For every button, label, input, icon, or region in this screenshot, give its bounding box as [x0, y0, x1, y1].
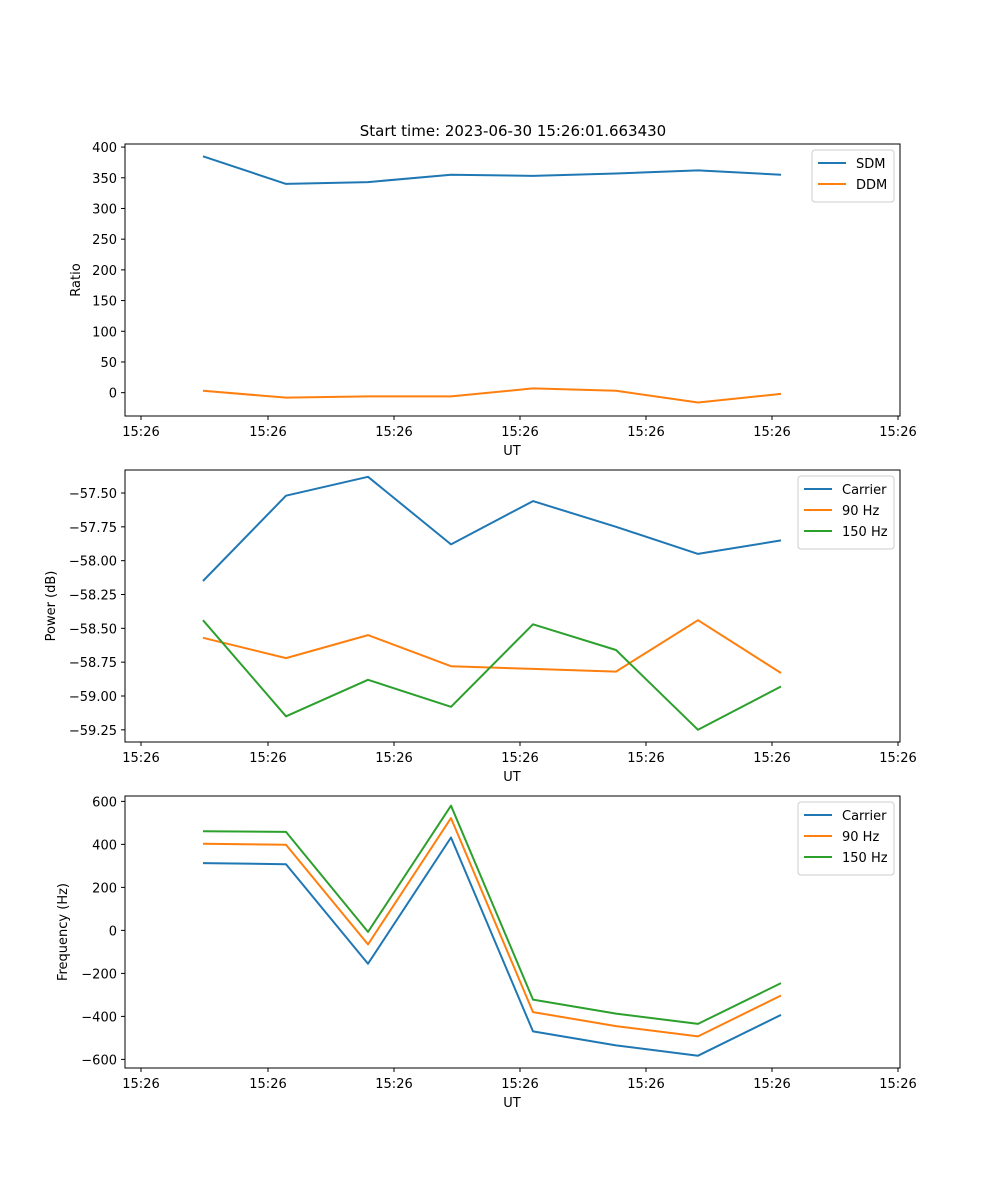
panel-3: 15:26 15:26 15:26 15:26 15:26 15:26 15:26 UT −60… — [56, 795, 917, 1111]
y-tick-label: 400 — [92, 141, 117, 156]
legend-label: SDM — [856, 157, 885, 172]
series-line-90-hz — [202, 619, 782, 674]
y-tick-label: 600 — [92, 795, 117, 810]
x-tick-label: 15:26 — [375, 425, 412, 440]
y-tick-label: 50 — [100, 356, 117, 371]
axes-frame — [124, 795, 901, 1069]
axes-frame — [124, 469, 901, 743]
legend: SDM DDM — [811, 149, 895, 203]
y-tick-label: 250 — [92, 233, 117, 248]
legend: Carrier 90 Hz 150 Hz — [797, 801, 895, 876]
x-tick-label: 15:26 — [627, 1077, 664, 1092]
x-tick-label: 15:26 — [249, 425, 286, 440]
y-tick-label: −58.25 — [69, 588, 117, 603]
panel-1: 15:26 15:26 15:26 15:26 15:26 15:26 15:26 UT 0 50… — [69, 141, 917, 459]
y-tick-label: −57.75 — [69, 521, 117, 536]
x-tick-label: 15:26 — [249, 1077, 286, 1092]
y-tick-label: 300 — [92, 202, 117, 217]
x-tick-label: 15:26 — [879, 425, 916, 440]
x-axis-label: UT — [503, 444, 521, 459]
x-tick-label: 15:26 — [122, 1077, 159, 1092]
x-tick-label: 15:26 — [249, 751, 286, 766]
series-line-carrier — [202, 836, 782, 1057]
x-tick-label: 15:26 — [753, 1077, 790, 1092]
x-axis-label: UT — [503, 770, 521, 785]
x-tick-label: 15:26 — [753, 425, 790, 440]
y-tick-label: 100 — [92, 325, 117, 340]
y-tick-label: −58.50 — [69, 622, 117, 637]
legend-label: 90 Hz — [842, 830, 879, 845]
y-tick-label: −200 — [81, 967, 117, 982]
legend-label: 90 Hz — [842, 504, 879, 519]
axes-frame — [124, 143, 901, 417]
panel-2: 15:26 15:26 15:26 15:26 15:26 15:26 15:26 UT −59… — [44, 469, 917, 785]
x-axis-label: UT — [503, 1096, 521, 1111]
x-tick-label: 15:26 — [501, 425, 538, 440]
series-line-150-hz — [202, 804, 782, 1025]
series-line-carrier — [202, 475, 782, 582]
legend: Carrier 90 Hz 150 Hz — [797, 475, 895, 550]
y-tick-label: 0 — [109, 387, 117, 402]
y-tick-label: −59.00 — [69, 690, 117, 705]
y-tick-label: −59.25 — [69, 724, 117, 739]
series-line-sdm — [202, 155, 782, 185]
x-tick-label: 15:26 — [501, 1077, 538, 1092]
y-tick-label: −400 — [81, 1010, 117, 1025]
x-tick-label: 15:26 — [753, 751, 790, 766]
y-tick-label: −58.75 — [69, 656, 117, 671]
y-tick-label: 0 — [109, 924, 117, 939]
x-tick-label: 15:26 — [627, 425, 664, 440]
figure-title: Start time: 2023-06-30 15:26:01.663430 — [360, 122, 666, 140]
y-tick-label: 150 — [92, 295, 117, 310]
series-line-90-hz — [202, 817, 782, 1038]
y-tick-label: 350 — [92, 172, 117, 187]
x-tick-label: 15:26 — [879, 1077, 916, 1092]
y-tick-label: 200 — [92, 264, 117, 279]
x-tick-label: 15:26 — [879, 751, 916, 766]
x-tick-label: 15:26 — [375, 1077, 412, 1092]
y-tick-label: 400 — [92, 838, 117, 853]
x-tick-label: 15:26 — [122, 751, 159, 766]
x-tick-label: 15:26 — [627, 751, 664, 766]
y-axis-label: Power (dB) — [44, 571, 59, 642]
legend-label: DDM — [856, 178, 887, 193]
y-tick-label: 200 — [92, 881, 117, 896]
y-axis-label: Frequency (Hz) — [56, 883, 71, 981]
y-tick-label: −58.00 — [69, 555, 117, 570]
legend-label: Carrier — [842, 483, 887, 498]
y-axis-label: Ratio — [69, 263, 84, 296]
legend-label: Carrier — [842, 809, 887, 824]
x-tick-label: 15:26 — [122, 425, 159, 440]
x-tick-label: 15:26 — [501, 751, 538, 766]
series-line-150-hz — [202, 619, 782, 731]
y-tick-label: −600 — [81, 1053, 117, 1068]
legend-label: 150 Hz — [842, 525, 888, 540]
series-line-ddm — [202, 387, 782, 404]
legend-label: 150 Hz — [842, 851, 888, 866]
x-tick-label: 15:26 — [375, 751, 412, 766]
y-tick-label: −57.50 — [69, 487, 117, 502]
